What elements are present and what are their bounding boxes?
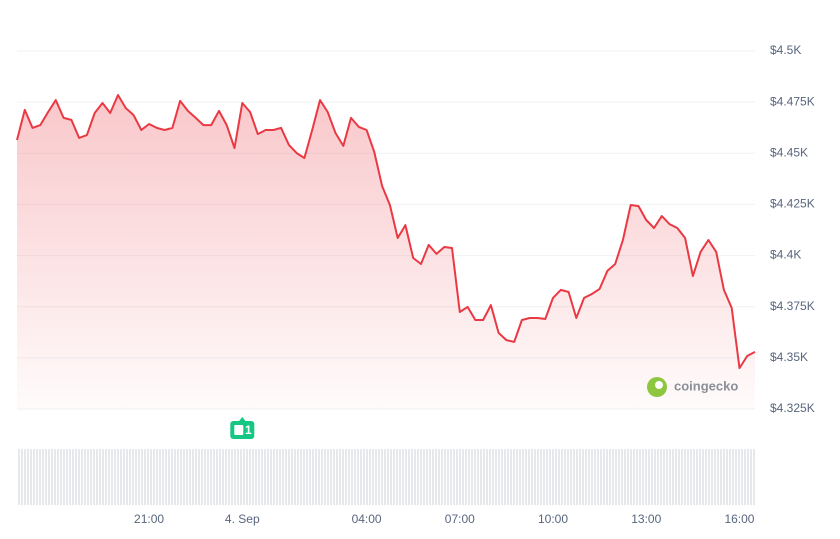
x-tick-label: 16:00 bbox=[724, 512, 754, 526]
y-tick-label: $4.45K bbox=[770, 145, 808, 159]
badge-icon bbox=[234, 425, 244, 435]
x-tick-label: 4. Sep bbox=[225, 512, 260, 526]
x-tick-label: 13:00 bbox=[631, 512, 661, 526]
logo-eye bbox=[655, 381, 663, 389]
y-tick-label: $4.425K bbox=[770, 197, 815, 211]
price-line bbox=[16, 94, 756, 370]
y-tick-label: $4.325K bbox=[770, 401, 815, 415]
y-tick-label: $4.4K bbox=[770, 248, 801, 262]
badge-pointer bbox=[238, 417, 247, 422]
y-tick-label: $4.375K bbox=[770, 299, 815, 313]
volume-band bbox=[17, 449, 755, 505]
price-area bbox=[17, 95, 755, 409]
watermark-text: coingecko bbox=[674, 378, 738, 393]
y-tick-label: $4.475K bbox=[770, 94, 815, 108]
x-tick-label: 21:00 bbox=[134, 512, 164, 526]
y-tick-label: $4.35K bbox=[770, 350, 808, 364]
watermark: coingecko bbox=[647, 377, 738, 397]
x-tick-label: 04:00 bbox=[352, 512, 382, 526]
x-tick-label: 10:00 bbox=[538, 512, 568, 526]
x-tick-label: 07:00 bbox=[445, 512, 475, 526]
y-tick-label: $4.5K bbox=[770, 43, 801, 57]
badge-label: 1 bbox=[245, 423, 252, 437]
event-badge: 1 bbox=[230, 417, 255, 439]
